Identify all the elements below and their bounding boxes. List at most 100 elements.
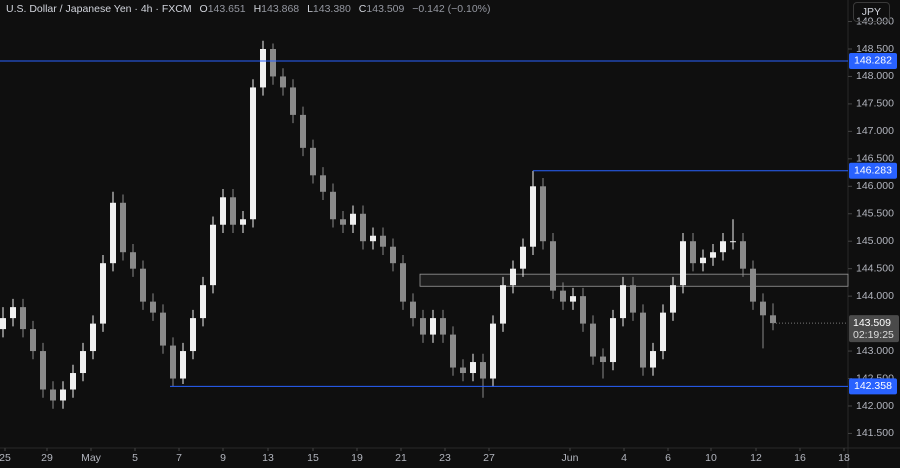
candle-body [460,367,466,374]
candle-body [580,296,586,324]
candle-body [90,323,96,352]
level-label: 146.283 [854,165,892,177]
current-price-label: 143.509 [853,317,891,329]
ohlc-value: 143.380 [312,3,351,15]
candle-body [540,186,546,242]
candle-body [320,175,326,192]
x-tick-label: 5 [132,452,138,464]
x-tick-label: 23 [439,452,451,464]
x-tick-label: 7 [176,452,182,464]
candle-body [770,315,776,324]
ohlc-key: C [358,3,367,15]
candle-body [650,351,656,368]
y-tick-label: 144.000 [856,290,894,302]
level-label-box [849,378,897,395]
x-tick-label: 15 [307,452,319,464]
candle-body [360,213,366,242]
candle-body [350,213,356,225]
candle-body [630,285,636,313]
y-tick-label: 144.500 [856,262,894,274]
candle-body [190,318,196,352]
candle-body [720,241,726,253]
price-change: −0.142 (−0.10%) [412,3,491,15]
countdown-label: 02:19:25 [853,329,894,341]
candle-body [50,389,56,401]
candle-body [620,285,626,319]
x-tick-label: May [81,452,102,464]
y-tick-label: 147.000 [856,125,894,137]
ohlc-key: O [199,3,208,15]
candle-body [280,76,286,88]
candle-body [680,241,686,286]
candle-body [640,312,646,368]
candle-body [40,351,46,390]
candle-body [530,186,536,247]
candle-body [710,252,716,258]
candle-body [390,246,396,264]
candle-body [210,224,216,286]
x-tick-label: Jun [562,452,579,464]
x-tick-label: 25 [0,452,11,464]
level-label: 148.282 [854,55,892,67]
candle-body [30,329,36,352]
candle-body [570,296,576,302]
candle-body [270,48,276,77]
candle-body [200,285,206,319]
candle-body [550,241,556,291]
ohlc-value: 143.868 [261,3,300,15]
candle-body [260,48,266,88]
current-price-box [849,315,899,343]
y-tick-label: 142.000 [856,400,894,412]
candle-body [300,114,306,148]
candle-body [20,307,26,330]
candle-body [760,301,766,316]
level-label-box [849,162,897,179]
x-tick-label: 16 [794,452,806,464]
candle-body [180,351,186,379]
level-label-box [849,52,897,69]
candle-body [490,323,496,379]
candle-body [150,301,156,313]
candle-body [740,241,746,269]
candle-body [700,257,706,264]
candle-body [500,285,506,324]
candle-body [510,268,516,286]
y-tick-label: 145.500 [856,208,894,220]
x-tick-label: 9 [220,452,226,464]
candle-body [290,87,296,115]
candle-body [230,197,236,225]
candle-body [690,241,696,264]
x-tick-label: 27 [483,452,495,464]
y-tick-label: 143.000 [856,345,894,357]
level-label: 142.358 [854,380,892,392]
candle-body [380,235,386,247]
candle-body [440,318,446,335]
y-tick-label: 148.500 [856,43,894,55]
x-tick-label: 6 [665,452,671,464]
y-tick-label: 146.500 [856,153,894,165]
candle-body [400,263,406,302]
symbol-title: U.S. Dollar / Japanese Yen · 4h · FXCM [6,3,192,15]
candle-body [520,246,526,269]
candle-body [110,202,116,264]
candle-body [10,307,16,319]
candle-body [130,252,136,269]
candle-body [310,147,316,176]
ohlc-key: H [253,3,262,15]
x-tick-label: 29 [41,452,53,464]
candle-body [610,318,616,363]
candle-body [600,356,606,363]
candle-body [560,290,566,302]
candle-body [330,191,336,220]
candle-body [450,334,456,368]
candle-body [220,197,226,225]
x-tick-label: 18 [838,452,850,464]
candle-body [240,219,246,225]
candle-body [660,312,666,352]
x-tick-label: 13 [262,452,274,464]
ohlc-key: L [307,3,313,15]
candle-body [120,202,126,253]
currency-button[interactable]: JPY [852,2,890,22]
